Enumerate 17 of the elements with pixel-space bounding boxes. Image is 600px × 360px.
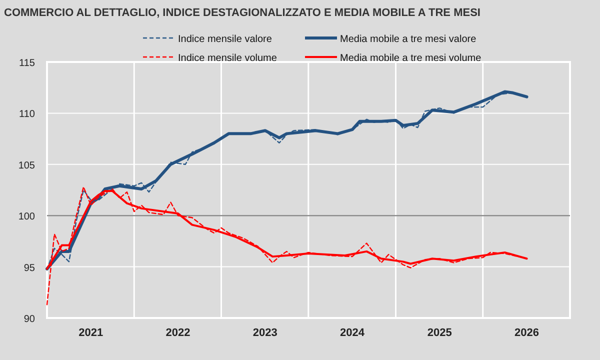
x-tick-label: 2026 <box>514 327 540 339</box>
y-tick-label: 105 <box>18 160 36 172</box>
y-tick-label: 95 <box>24 262 36 274</box>
y-tick-label: 90 <box>24 314 36 325</box>
chart-title: COMMERCIO AL DETTAGLIO, INDICE DESTAGIONALIZZATO E MEDIA MOBILE A TRE MESI <box>4 7 480 19</box>
x-tick-label: 2025 <box>427 327 452 339</box>
x-tick-label: 2022 <box>166 327 190 339</box>
y-tick-label: 110 <box>19 109 36 120</box>
legend-label: Media mobile a tre mesi volume <box>340 53 482 64</box>
y-tick-label: 115 <box>19 58 36 69</box>
x-tick-label: 2021 <box>78 327 104 339</box>
y-tick-label: 100 <box>18 212 36 223</box>
legend-label: Indice mensile valore <box>178 34 272 45</box>
legend-label: Indice mensile volume <box>178 53 278 64</box>
x-tick-label: 2023 <box>252 327 278 339</box>
x-tick-label: 2024 <box>340 327 366 339</box>
legend-label: Media mobile a tre mesi valore <box>340 34 477 45</box>
